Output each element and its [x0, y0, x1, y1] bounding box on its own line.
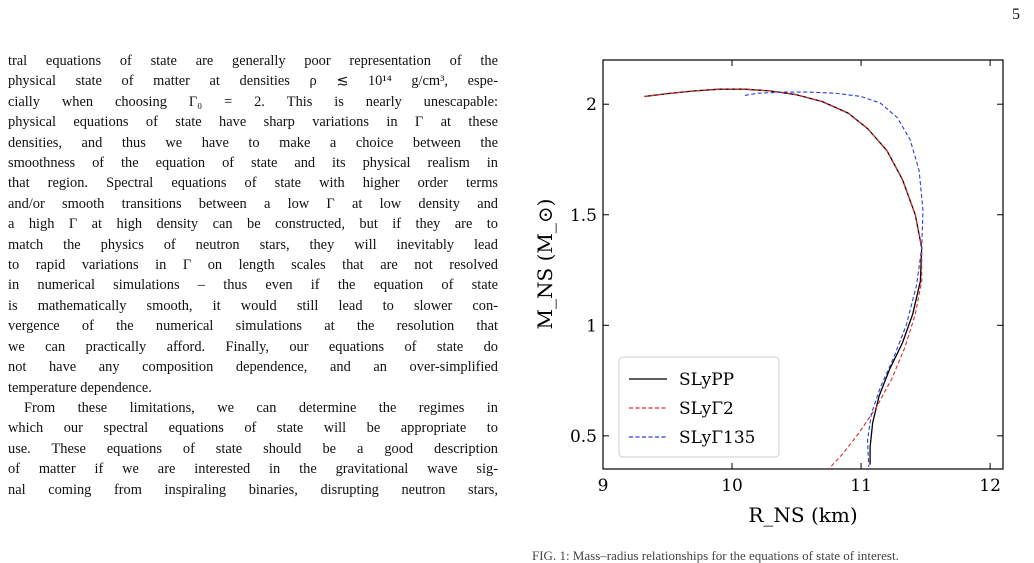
text-line: From these limitations, we can determine… [24, 399, 498, 416]
mass-radius-chart: 9 10 11 12 0.5 1 1.5 2 R_NS (km) M_NS (M_⊙) SLy… [533, 59, 1004, 527]
text-line: in numerical simulations – thus even if … [8, 277, 498, 294]
text-line: that region. Spectral equations of state… [8, 175, 498, 192]
y-tick-label: 2 [586, 95, 597, 115]
axis-ticks: 9 10 11 12 0.5 1 1.5 2 [570, 60, 1003, 496]
paragraph-2: From these limitations, we can determine… [8, 398, 498, 500]
text-line: smoothness of the equation of state and … [8, 155, 498, 172]
text-line: physical equations of state have sharp v… [8, 114, 498, 131]
text-line: physical state of matter at densities ρ … [8, 73, 498, 90]
x-axis-label: R_NS (km) [748, 503, 857, 527]
page-number: 5 [1012, 6, 1020, 23]
text-line: vergence of the numerical simulations at… [8, 318, 498, 335]
text-line: and/or smooth transitions between a low … [8, 195, 498, 212]
x-tick-label: 10 [721, 476, 743, 496]
series-line-SLyΓ2 [644, 88, 923, 470]
text-line: is mathematically smooth, it would still… [8, 297, 498, 314]
x-tick-label: 9 [598, 476, 609, 496]
text-line: cially when choosing Γ₀ = 2. This is nea… [8, 93, 498, 110]
legend-label: SLyΓ2 [679, 399, 734, 419]
text-line: of matter if we are interested in the gr… [8, 461, 498, 478]
plot-frame [602, 59, 1004, 470]
paragraph-1: tral equations of state are generally po… [8, 51, 498, 398]
legend-box [618, 356, 780, 458]
text-line: to rapid variations in Γ on length scale… [8, 257, 498, 274]
series-lines [644, 88, 924, 470]
text-line: nal coming from inspiraling binaries, di… [8, 481, 498, 498]
text-line: a high Γ at high density can be construc… [8, 216, 498, 233]
text-line: we can practically afford. Finally, our … [8, 338, 498, 355]
body-text-column: tral equations of state are generally po… [8, 51, 498, 500]
text-line: use. These equations of state should be … [8, 440, 498, 457]
y-tick-label: 1 [586, 316, 597, 336]
figure-caption: FIG. 1: Mass–radius relationships for th… [532, 548, 899, 563]
legend-label: SLyPP [679, 370, 734, 390]
y-tick-label: 1.5 [570, 206, 597, 226]
legend-label: SLyΓ135 [679, 428, 755, 448]
x-tick-label: 12 [979, 476, 1001, 496]
series-line-SLyΓ135 [744, 91, 924, 467]
text-line: not have any composition dependence, and… [8, 359, 498, 376]
text-line: temperature dependence. [8, 379, 152, 396]
text-line: match the physics of neutron stars, they… [8, 236, 498, 253]
y-axis-label: M_NS (M_⊙) [533, 199, 557, 330]
text-line: which our spectral equations of state wi… [8, 420, 498, 437]
x-tick-label: 11 [850, 476, 872, 496]
text-line: densities, and thus we have to make a ch… [8, 134, 498, 151]
y-tick-label: 0.5 [570, 427, 597, 447]
legend: SLyPP SLyΓ2 SLyΓ135 [618, 356, 780, 458]
text-line: tral equations of state are generally po… [8, 53, 498, 69]
